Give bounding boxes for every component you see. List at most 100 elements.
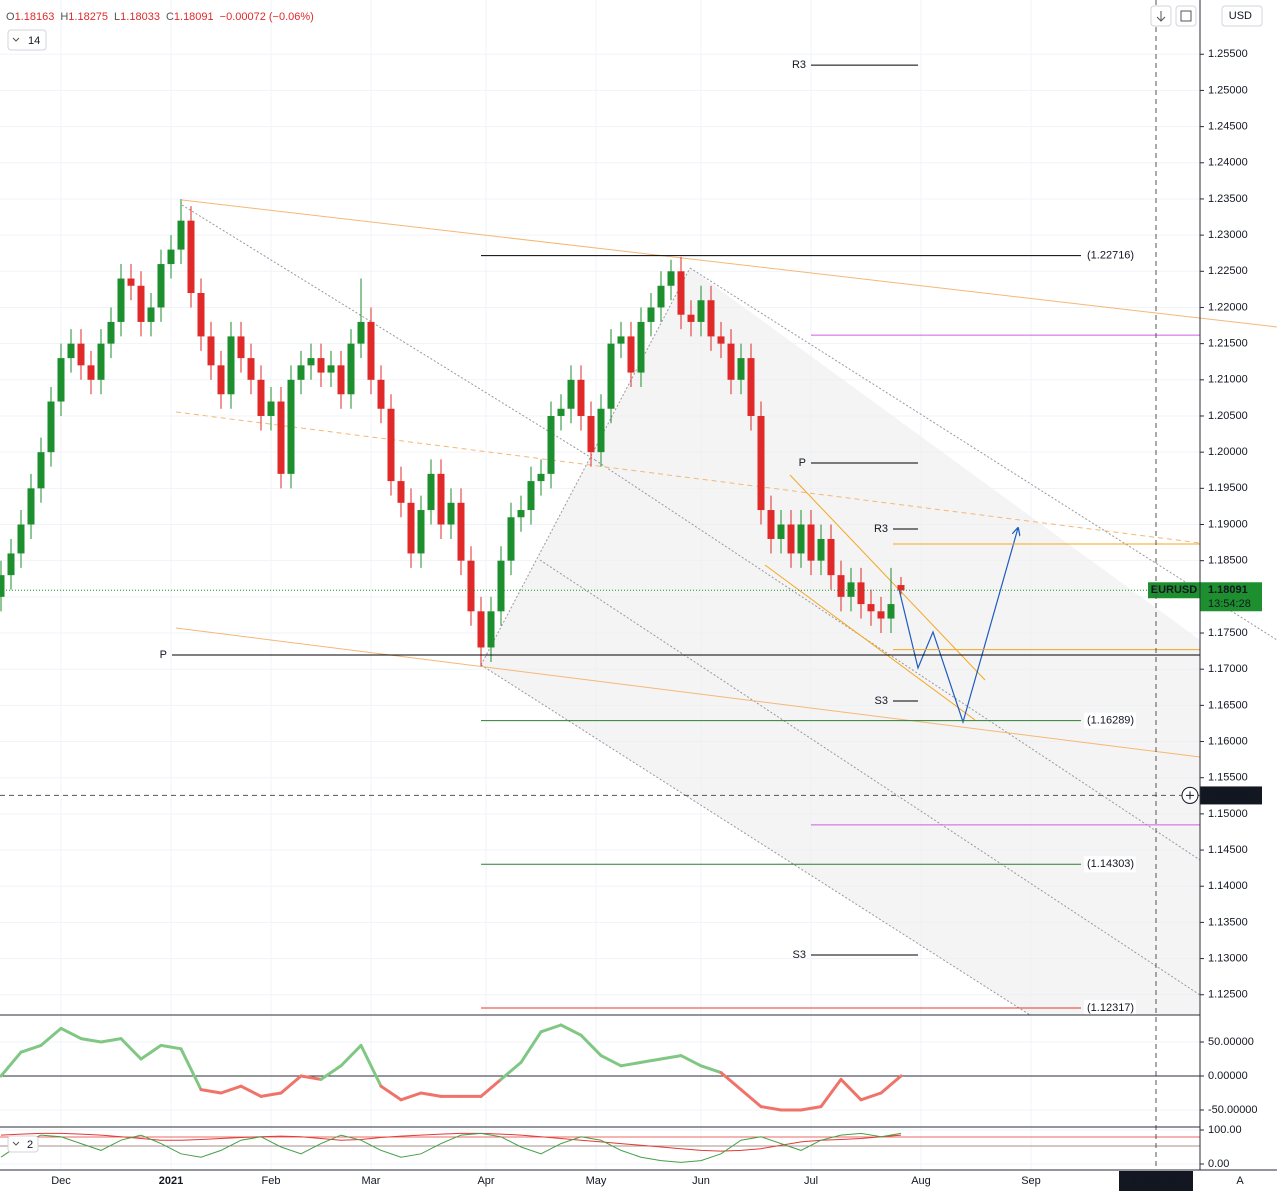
candle-body [397,481,405,503]
oscillator-segment [499,1060,523,1081]
candle-body [157,264,165,308]
y-tick-label: 1.20500 [1208,410,1248,422]
candle-body [97,343,105,380]
indicator-input: 14 [28,35,40,47]
candle-body [467,560,475,612]
oscillator-segment [19,1043,43,1054]
trend-line [181,204,596,461]
candle-body [167,249,175,265]
candle-body [297,365,305,380]
candle-body [107,321,115,344]
oscillator-segment [199,1088,223,1095]
down-arrow-icon [1156,11,1166,22]
candle-body [887,604,895,619]
oscillator-segment [579,1033,603,1058]
trend-line [175,627,1201,758]
oscillator-segment [59,1026,83,1041]
candle-body [347,343,355,395]
candle-body [417,510,425,554]
crosshair-price: 1.15255 [1208,789,1248,801]
pane-legend-count: 2 [27,1139,33,1151]
oscillator-segment [539,1023,563,1034]
oscillator-segment [479,1077,503,1098]
oscillator-segment [259,1091,283,1098]
crosshair-time: 07 Oct '21 [1130,1175,1182,1187]
pane-legend-box[interactable] [7,1135,39,1153]
candle-body [17,524,25,554]
ohlc-header: O1.18163 H1.18275 L1.18033 C1.18091 −0.00072… [6,11,314,23]
y-tick-label: 1.15000 [1208,808,1248,820]
header-item: −0.00072 (−0.06%) [220,11,314,23]
oscillator-segment [699,1064,723,1075]
candle-body [857,582,865,605]
oscillator-segment [839,1077,863,1102]
level-label: S3 [875,695,888,707]
candle-body [567,379,575,409]
candle-body [517,510,525,518]
drawings [0,199,1277,1147]
oscillator-segment [679,1054,703,1068]
candle-body [67,343,75,359]
auto-scale-button[interactable]: A [1236,1175,1244,1187]
candle-body [267,401,275,416]
y-tick-label: 1.13000 [1208,952,1248,964]
candle-body [317,358,325,373]
y-tick-label: 1.17500 [1208,627,1248,639]
level-label: (1.22716) [1087,250,1134,262]
y-tick-label: 1.20000 [1208,446,1248,458]
oscillator-segment [879,1074,903,1095]
x-tick-label: Sep [1021,1175,1041,1187]
y-tick-label: -50.00000 [1208,1104,1258,1116]
oscillator-segment [319,1064,343,1081]
oscillator-segment [159,1043,183,1051]
header-item: 1.18163 [15,11,55,23]
oscillator-segment [119,1037,143,1061]
currency-button[interactable] [1221,5,1263,27]
level-label: R3 [792,59,806,71]
oscillator-segment [139,1043,163,1061]
candle-body [447,502,455,525]
y-tick-label: 1.25000 [1208,84,1248,96]
level-label: R3 [874,523,888,535]
oscillator-segment [419,1091,443,1098]
candle-body [457,502,465,561]
countdown-label: 13:54:28 [1208,598,1251,610]
wedge-line [764,564,976,721]
candle-body [877,611,885,619]
symbol-badge [1148,582,1200,599]
y-tick-label: 1.17000 [1208,663,1248,675]
level-label-bg [1084,247,1136,264]
candle-body [47,401,55,453]
level-label-bg [1084,856,1136,873]
candle-body [897,585,905,591]
regression-channel [481,268,1200,1015]
oscillator-segment [559,1023,583,1037]
candle-body [307,358,315,366]
candle-body [337,365,345,395]
oscillator-segment [739,1088,763,1109]
candle-body [827,538,835,576]
currency-label: USD [1229,10,1252,22]
oscillator-segment [39,1026,63,1047]
x-tick-label: Jun [692,1175,710,1187]
y-tick-label: 1.23000 [1208,229,1248,241]
oscillator-segment [659,1054,683,1061]
y-tick-label: 1.22500 [1208,265,1248,277]
channel-line [594,459,1201,861]
header-item: 1.18275 [68,11,108,23]
header-item: L [114,11,120,23]
plus-icon [1186,791,1194,800]
candle-body [617,336,625,344]
oscillator-segment [79,1037,103,1044]
level-label: P [799,457,806,469]
candle-body [867,604,875,612]
candle-body [477,611,485,648]
reset-button[interactable] [1175,5,1197,27]
header-item: H [60,11,68,23]
y-tick-label: 1.16000 [1208,735,1248,747]
oscillator-segment [179,1047,203,1092]
indicator-input-box[interactable] [7,29,47,51]
candle-body [717,336,725,344]
level-label: P [160,649,167,661]
last-price-label: 1.18091 [1208,584,1248,596]
